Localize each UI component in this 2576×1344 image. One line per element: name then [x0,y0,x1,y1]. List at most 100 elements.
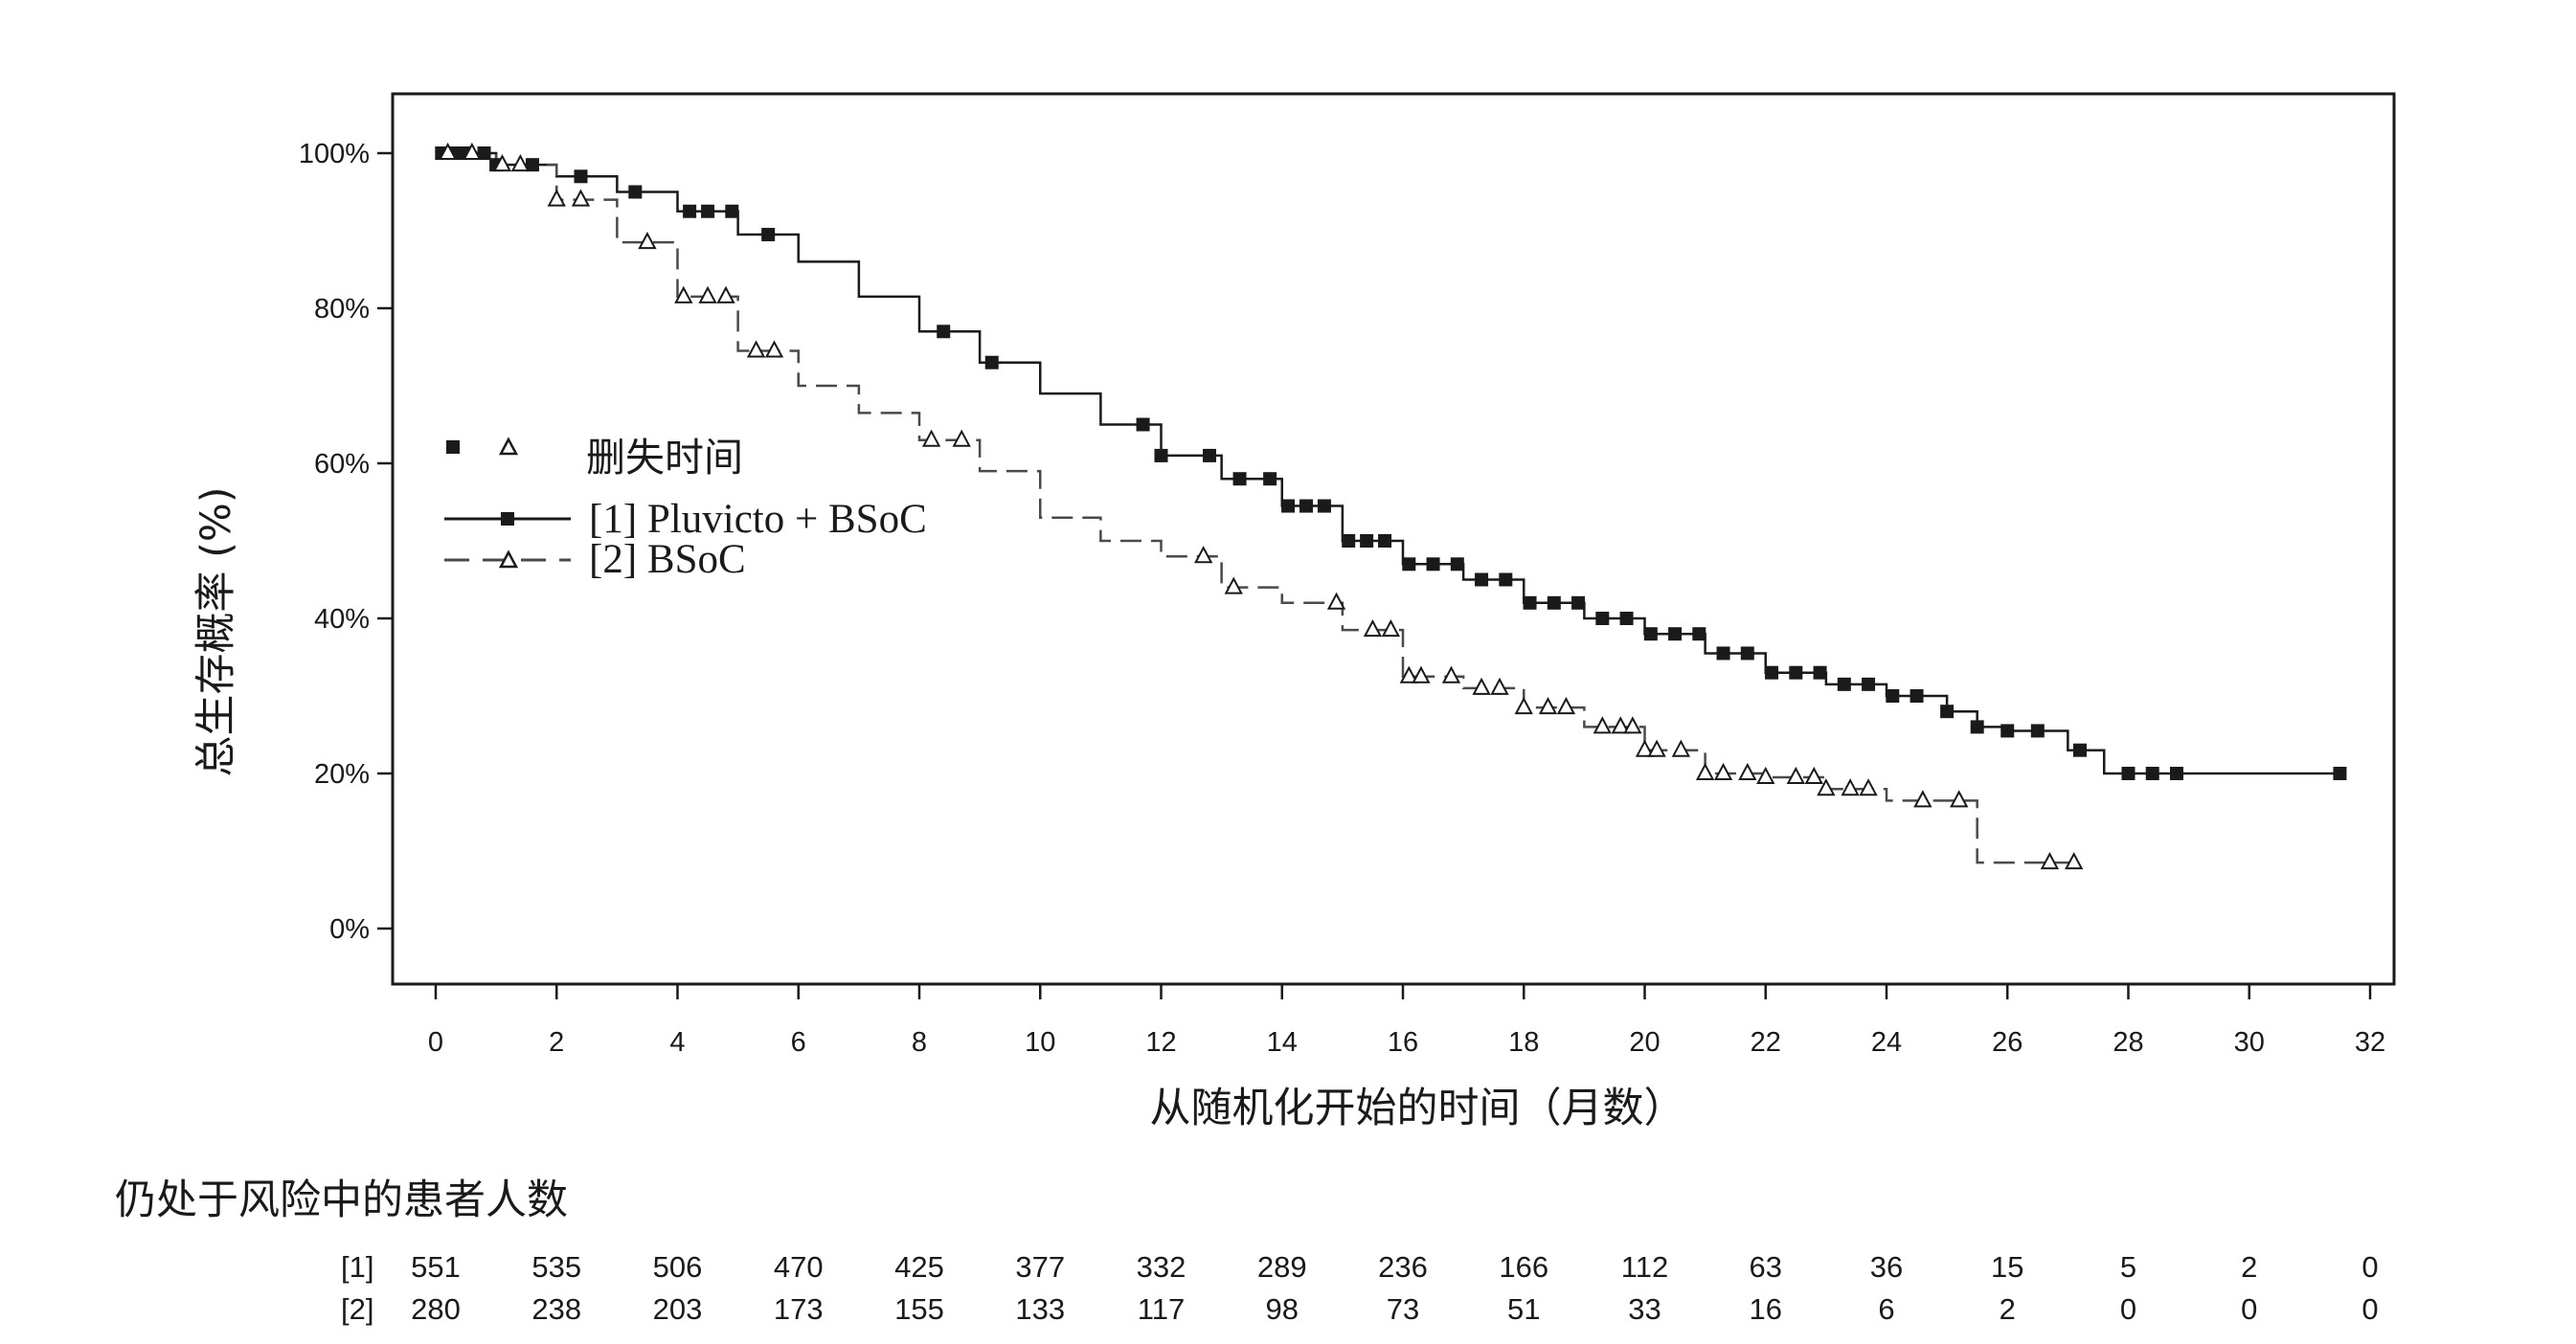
risk-cell-value: 377 [1015,1250,1065,1284]
series2-censor-marker [1472,677,1491,695]
risk-cell-value: 236 [1378,1250,1428,1284]
series2-censor-marker [952,429,971,447]
y-tick-label: 60% [314,449,370,480]
series2-censor-marker [1786,766,1805,785]
series1-censor-marker [526,158,539,172]
series1-censor-marker [2121,767,2135,780]
series2-censor-marker [1194,546,1213,564]
series1-censor-marker [1668,627,1683,641]
series1-censor-marker [1765,665,1779,680]
series1-censor-marker [1862,677,1876,691]
series1-censor-marker [1342,534,1356,548]
risk-cell-value: 133 [1015,1292,1065,1326]
series2-censor-marker [1399,665,1418,683]
risk-cell-value: 0 [2361,1250,2378,1284]
series2-censor-marker [1713,762,1733,780]
risk-cell-value: 33 [1628,1292,1661,1326]
series2-censor-marker [1441,665,1461,683]
series1-censor-marker [1523,595,1537,610]
series1-censor-marker [2170,767,2183,780]
y-tick-label: 40% [314,604,370,635]
x-tick-label: 16 [1388,1027,1418,1058]
risk-cells: 551 535 506 470 425 377 332 289 236 166 112 63 36 15 5… [411,1250,2378,1326]
risk-cell-value: 155 [894,1292,944,1326]
x-tick-label: 26 [1992,1027,2022,1058]
x-tick-label: 20 [1629,1027,1660,1058]
series2-censor-marker [638,232,657,250]
series2-censor-marker [1859,778,1878,796]
risk-cell-value: 289 [1257,1250,1307,1284]
series2-censor-marker [1647,739,1666,757]
x-tick-label: 22 [1751,1027,1781,1058]
series1-censor-marker [1813,665,1827,680]
series2-censor-marker [1635,739,1655,757]
series2-censor-marker [1841,778,1860,796]
series2-censor-marker [1913,790,1932,808]
risk-cell-value: 203 [653,1292,703,1326]
series1-censor-marker [1595,612,1610,625]
series1-censor-marker [2145,767,2159,780]
risk-cell-value: 2 [2241,1250,2257,1284]
risk-cell-value: 173 [774,1292,824,1326]
risk-row-label-1: [1] [341,1250,373,1284]
risk-cell-value: 36 [1870,1250,1903,1284]
series2-censor-marker [674,285,693,303]
series1-censor-marker [574,169,588,184]
y-tick-labels: 0% 20% 40% 60% 80% 100% [299,139,370,945]
x-tick-label: 6 [791,1027,806,1058]
series1-censor-marker [1970,720,1984,734]
series1-censor-marker [1619,612,1634,625]
series2-censor-marker [1804,766,1823,785]
series1-censor-marker [1789,665,1803,680]
series1-censor-marker [1450,557,1464,571]
series1-censor-marker [1317,499,1331,513]
legend-series2-label: [2] BSoC [589,537,746,582]
series2-censor-marker [1623,716,1642,734]
risk-cell-value: 112 [1621,1250,1668,1284]
y-axis-title: 总生存概率 (%) [192,486,240,776]
series1-censor-marker [1136,417,1150,432]
series1-censor-marker [984,355,999,370]
series2-censor-marker [1671,739,1691,757]
x-tick-label: 12 [1145,1027,1176,1058]
risk-cell-value: 0 [2361,1292,2378,1326]
risk-cell-value: 470 [774,1250,824,1284]
series1-censor-marker [2073,743,2087,757]
series1-censor-marker [701,204,715,218]
x-tick-label: 14 [1267,1027,1298,1058]
series1-censor-marker [2030,724,2045,738]
series2-censor-marker [1817,778,1836,796]
x-tick-label: 10 [1025,1027,1055,1058]
series1-censor-marker [1232,472,1247,486]
risk-cell-value: 506 [653,1250,703,1284]
risk-cell-value: 425 [894,1250,944,1284]
series1-censor-marker [937,325,951,339]
legend-censor-square-icon [446,440,460,454]
series1-censor-marker [1837,677,1851,691]
y-tick-label: 20% [314,759,370,790]
series1-censor-marker [477,146,491,160]
series1-censor-marker [1716,646,1730,661]
series2-censor-marker [1381,619,1401,638]
series2-censor-marker [1538,697,1558,715]
series1-censor-marker [1499,572,1513,587]
y-tick-label: 80% [314,294,370,325]
axis-ticks [377,151,2372,999]
x-tick-label: 4 [669,1027,685,1058]
risk-cell-value: 0 [2120,1292,2136,1326]
series1-censor-marker [2333,767,2347,780]
legend-censor-label: 删失时间 [586,435,743,481]
series2-censor-marker [1363,619,1383,638]
y-tick-label: 0% [329,914,370,945]
legend-series1-marker-icon [501,512,514,526]
series2-censor-marker [492,154,512,172]
series2-censor-marker [1224,576,1243,594]
risk-cell-value: 280 [411,1292,461,1326]
series1-censor-marker [2000,724,2015,738]
series1-censor-marker [1547,595,1561,610]
x-tick-label: 28 [2113,1027,2143,1058]
series2-censor-marker [1756,766,1775,785]
series1-censor-marker [1886,689,1900,703]
series1-censor-marker [1740,646,1754,661]
